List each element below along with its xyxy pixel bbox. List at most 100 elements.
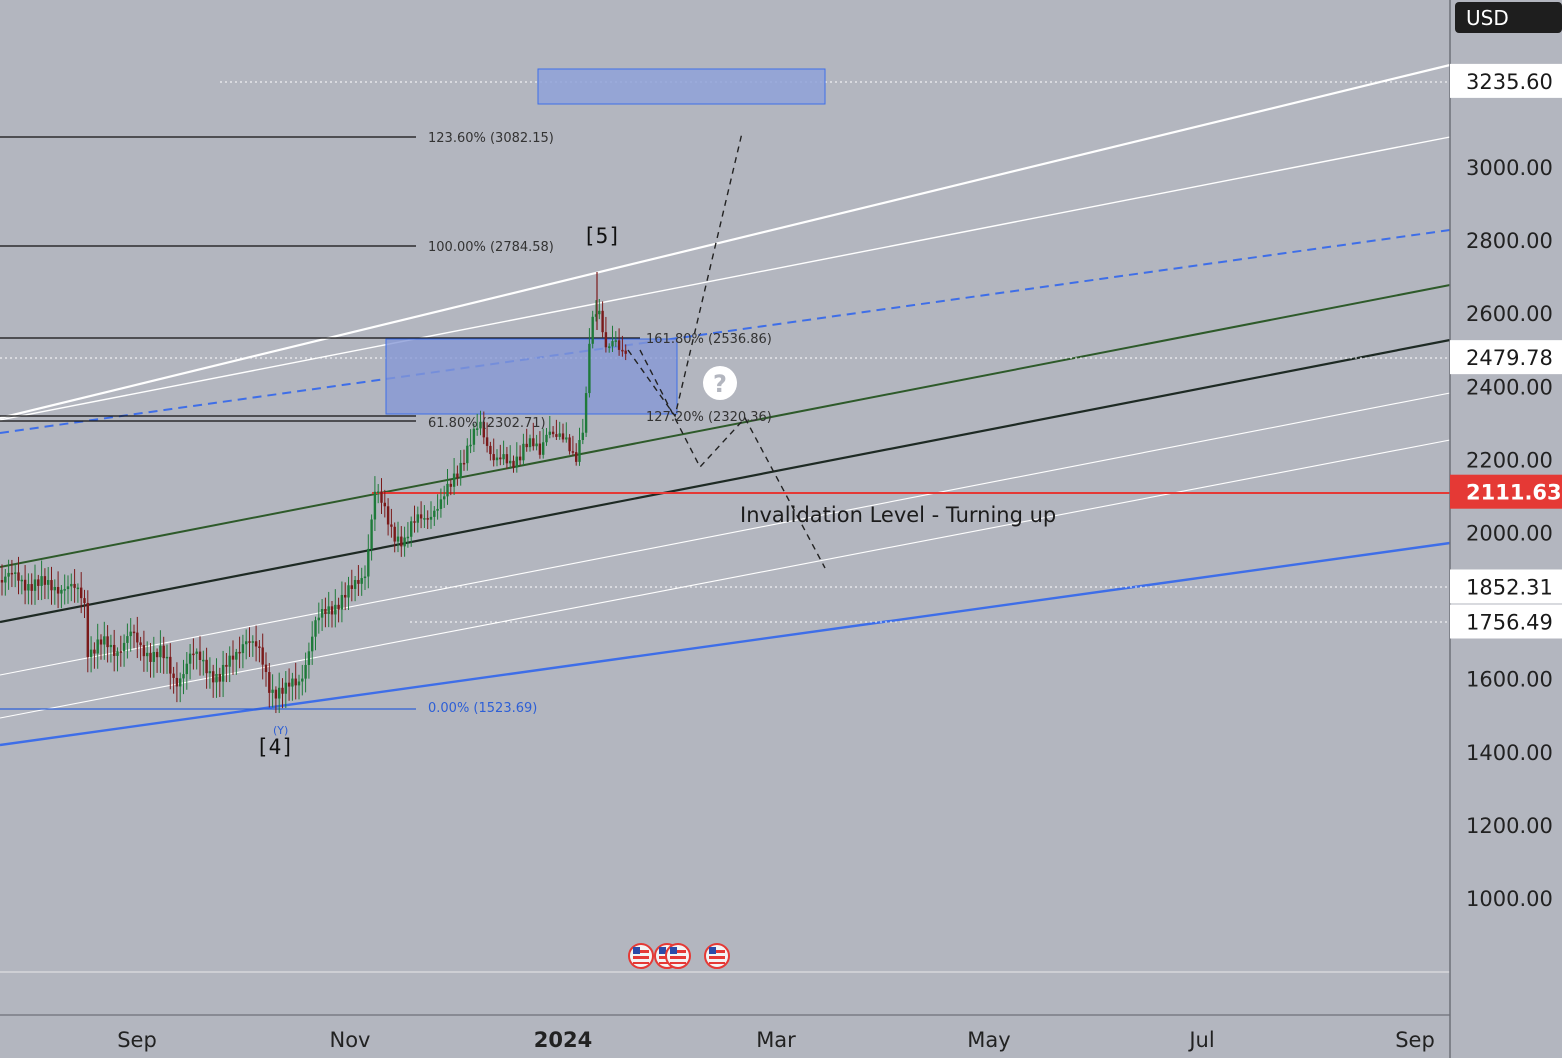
us-flag-icon[interactable] [665,943,691,969]
candle-body [20,579,23,582]
candle-body [99,639,103,645]
price-tick-label: 1600.00 [1466,668,1553,692]
candle-body [327,606,330,615]
price-tag-box [1450,340,1562,375]
us-flag-icon[interactable] [628,943,654,969]
candle-body [317,617,320,621]
candle-body [185,663,188,675]
candle-body [495,457,499,461]
candle-body [162,645,165,659]
economic-events[interactable] [628,943,730,969]
wave-label-4: [4] [256,735,294,759]
time-tick-label: Sep [1395,1028,1435,1052]
channel-lower-blue-line [0,541,1451,747]
candlesticks [0,272,627,714]
candle-body [113,644,116,656]
candle-body [561,433,565,440]
candle-body [43,576,47,585]
candle-body [624,350,627,354]
invalidation-label: Invalidation Level - Turning up [740,503,1056,527]
candle-body [169,656,172,674]
candle-body [469,444,472,447]
channel-green-line [0,284,1451,568]
candle-body [608,346,611,348]
candle-body [601,310,604,333]
candle-body [419,514,423,519]
candle-body [251,641,254,643]
candle-body [482,421,485,438]
candle-body [439,499,443,509]
candle-body [132,631,136,634]
fib-label-127: 127.20% (2320.36) [646,410,772,425]
candle-body [70,583,73,587]
candle-body [274,689,278,699]
time-axis[interactable]: Sep Nov 2024 Mar May Jul Sep [0,1014,1450,1052]
candle-body [532,438,535,447]
candle-body [509,460,512,464]
candle-body [304,664,307,679]
candle-body [106,636,109,648]
candle-body [248,641,251,643]
candle-body [142,645,146,657]
candle-body [10,572,14,575]
target-zone-box[interactable] [537,68,826,105]
time-tick-label: Mar [756,1028,796,1052]
candle-body [446,483,449,497]
candle-body [4,576,7,583]
candle-body [617,340,621,350]
candle-body [238,651,241,654]
price-axis[interactable]: USD 3000.00 2800.00 2600.00 2400.00 2200.00 2… [1449,0,1562,1058]
candle-body [403,537,406,547]
candle-body [195,651,198,654]
question-icon[interactable]: ? [703,366,737,400]
candle-body [416,514,419,523]
candle-body [485,437,489,446]
candle-body [525,443,528,448]
candle-body [621,349,624,352]
candle-body [258,646,261,648]
candle-body [278,687,281,699]
candle-body [40,576,43,586]
candle-body [136,632,139,643]
candle-body [436,508,439,511]
candle-body [231,655,235,660]
candle-body [96,639,99,654]
candle-body [264,664,268,673]
candle-body [426,518,429,520]
candle-body [228,655,231,667]
projection-paths [627,132,826,569]
candle-body [410,521,413,537]
price-tick-label: 2200.00 [1466,448,1553,472]
candle-body [198,651,202,660]
price-tick-label: 2400.00 [1466,375,1553,399]
candle-body [215,673,218,683]
candle-body [363,576,367,579]
price-tag-label: 1852.31 [1466,575,1553,599]
price-tick-label: 2600.00 [1466,302,1553,326]
candle-body [538,443,542,455]
candle-body [360,578,363,584]
candle-body [287,682,291,687]
candle-body [155,651,159,658]
candle-body [50,580,53,591]
candle-body [548,431,551,435]
candle-body [7,572,10,577]
us-flag-icon[interactable] [704,943,730,969]
candle-body [466,445,469,464]
candle-body [122,642,126,652]
candle-body [271,689,274,693]
currency-badge[interactable] [1455,2,1562,33]
candle-body [400,536,403,547]
support-zone-box[interactable] [385,338,678,415]
price-tick-label: 3000.00 [1466,156,1553,180]
candle-body [571,451,575,453]
candle-body [367,548,370,577]
candle-body [254,641,258,647]
candle-body [390,524,393,527]
fib-label-100: 100.00% (2784.58) [428,240,554,255]
candle-body [396,536,400,542]
candle-body [350,585,353,589]
candle-body [551,431,555,435]
candle-body [86,603,89,658]
